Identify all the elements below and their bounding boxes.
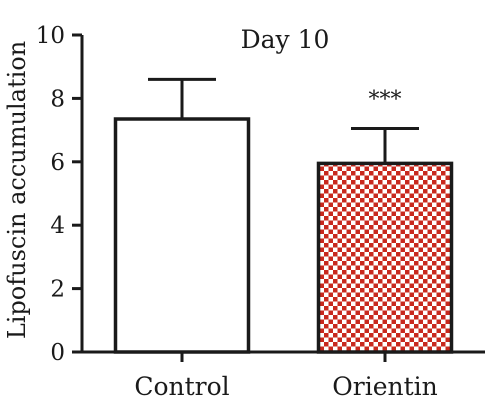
- y-tick-label: 2: [50, 277, 65, 303]
- bar-control: [113, 117, 251, 354]
- x-tick-label: Orientin: [332, 372, 437, 401]
- y-tick-label: 6: [50, 150, 65, 176]
- bar-orientin: [316, 161, 454, 354]
- y-tick-label: 4: [50, 213, 65, 239]
- x-tick-label: Control: [134, 372, 229, 401]
- significance-label: ***: [369, 88, 402, 113]
- y-tick-label: 0: [50, 340, 65, 366]
- y-tick-label: 10: [36, 23, 65, 49]
- chart-title: Day 10: [241, 25, 330, 54]
- y-axis-label: Lipofuscin accumulation: [3, 41, 31, 339]
- y-tick-label: 8: [50, 86, 65, 112]
- plot-area: 0 2 4 6 8 10 Control Orientin ***: [36, 23, 485, 401]
